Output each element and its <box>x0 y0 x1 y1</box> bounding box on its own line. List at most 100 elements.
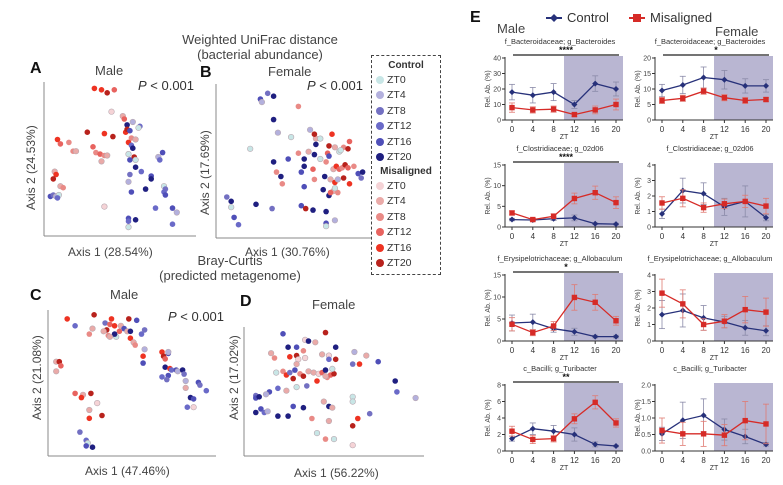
series-line-misaligned <box>661 292 767 326</box>
scatter-point-misaligned <box>349 423 356 429</box>
scatter-point-misaligned <box>93 149 99 156</box>
series-line-misaligned <box>661 90 767 102</box>
scatter-point-control <box>124 122 130 128</box>
scatter-plot-c <box>47 310 216 457</box>
scatter-point-misaligned <box>301 354 309 362</box>
scatter-plot-b <box>215 84 372 239</box>
data-point-control <box>742 82 749 89</box>
legend-item-label: ZT12 <box>387 226 412 239</box>
y-tick-label: 5 <box>497 204 501 211</box>
significance-stars: ** <box>562 372 570 382</box>
scatter-point-control <box>247 145 254 152</box>
scatter-point-control <box>133 317 140 324</box>
y-tick-label: 1.0 <box>641 416 651 423</box>
legend-misaligned-label: Misaligned <box>650 10 713 25</box>
p-value-text: < 0.001 <box>176 309 225 324</box>
scatter-point-misaligned <box>53 368 60 375</box>
dark-phase-shading <box>714 56 773 120</box>
data-point-control <box>763 441 769 448</box>
scatter-plot-a <box>43 82 196 237</box>
x-tick-label: 16 <box>591 125 600 134</box>
scatter-point-misaligned <box>346 181 353 187</box>
data-point-misaligned <box>592 399 598 406</box>
y-axis-label: Rel. Ab. (%) <box>485 70 492 107</box>
data-point-misaligned <box>571 111 578 118</box>
legend-item-label: ZT4 <box>387 195 406 208</box>
data-point-control <box>659 311 665 318</box>
legend-misaligned-list: ZT0 ZT4 ZT8 ZT12 ZT16 ZT20 <box>376 178 436 271</box>
scatter-point-misaligned <box>318 351 326 358</box>
line-chart-bacteroides-male: f_Bacteroidaceae; g_Bacteroides**** 0 10 20… <box>485 37 623 141</box>
scatter-point-control <box>164 376 170 383</box>
scatter-point-misaligned <box>287 354 293 360</box>
data-point-misaligned <box>530 329 536 336</box>
chart-title: f_Erysipelotrichaceae; g_Allobaculum <box>647 254 772 263</box>
x-axis-label: ZT <box>560 134 569 141</box>
x-tick-label: 12 <box>720 346 729 355</box>
scatter-point-misaligned <box>89 325 96 332</box>
chart-title: f_Bacteroidaceae; g_Bacteroides <box>505 37 616 46</box>
line-chart-bacteroides-female: f_Bacteroidaceae; g_Bacteroides* 0 5 10 15 20… <box>635 37 773 141</box>
scatter-point-misaligned <box>90 144 96 150</box>
data-point-control <box>659 87 665 94</box>
data-point-misaligned <box>742 306 748 313</box>
scatter-point-control <box>298 202 305 209</box>
data-point-control <box>679 417 686 424</box>
data-point-control <box>592 220 599 227</box>
scatter-point-misaligned <box>345 165 351 171</box>
scatter-point-misaligned <box>101 130 108 137</box>
scatter-point-control <box>127 157 133 163</box>
scatter-point-control <box>278 173 284 180</box>
scatter-point-control <box>253 201 259 208</box>
legend-item-label: ZT0 <box>387 73 406 86</box>
y-axis-label: Rel. Ab. (%) <box>635 289 642 326</box>
scatter-point-control <box>337 147 344 154</box>
panel-letter-e: E <box>470 9 481 26</box>
data-point-control <box>679 81 686 88</box>
data-point-misaligned <box>613 420 619 426</box>
chart-title: c_Bacilli; g_Turibacter <box>673 364 747 373</box>
significance-stars: **** <box>559 152 574 162</box>
data-point-misaligned <box>550 435 557 442</box>
data-point-control <box>721 76 728 83</box>
scatter-point-control <box>102 320 108 326</box>
legend-item-control-zt20: ZT20 <box>376 150 436 166</box>
data-point-misaligned <box>763 421 769 427</box>
scatter-point-control <box>366 410 373 417</box>
scatter-point-control <box>256 394 262 400</box>
scatter-point-misaligned <box>110 133 116 140</box>
scatter-point-control <box>285 413 291 419</box>
data-point-misaligned <box>700 204 707 211</box>
misaligned-marker-icon <box>629 13 645 22</box>
scatter-point-control <box>235 221 242 228</box>
data-point-misaligned <box>763 96 769 103</box>
scatter-point-misaligned <box>345 146 351 152</box>
data-point-control <box>659 210 665 217</box>
scatter-point-misaligned <box>355 415 361 422</box>
legend-control-header: Control <box>388 60 424 71</box>
data-point-misaligned <box>721 432 728 438</box>
scatter-point-control <box>287 133 295 141</box>
scatter-point-misaligned <box>50 176 57 182</box>
series-line-misaligned <box>511 103 617 116</box>
series-line-misaligned <box>511 192 617 221</box>
scatter-point-control <box>141 346 148 353</box>
scatter-point-misaligned <box>305 148 312 155</box>
chart-title: c_Bacilli; g_Turibacter <box>523 364 597 373</box>
y-tick-label: 5 <box>497 317 501 324</box>
p-symbol: P <box>307 78 316 93</box>
x-tick-label: 4 <box>531 232 536 241</box>
p-symbol: P <box>168 309 177 324</box>
y-tick-label: 8 <box>497 383 501 390</box>
x-tick-label: 8 <box>701 232 706 241</box>
scatter-point-misaligned <box>331 371 337 377</box>
y-tick-label: 10 <box>493 295 501 302</box>
y-tick-label: 2 <box>647 306 651 313</box>
legend-item-misaligned-zt16: ZT16 <box>376 240 436 256</box>
panel-letter-a: A <box>30 60 42 77</box>
legend-item-label: ZT16 <box>387 135 412 148</box>
data-point-misaligned <box>742 417 748 424</box>
scatter-point-control <box>190 396 197 402</box>
scatter-point-misaligned <box>84 129 91 135</box>
chart-title: f_Clostridiaceae; g_02d06 <box>516 144 603 153</box>
